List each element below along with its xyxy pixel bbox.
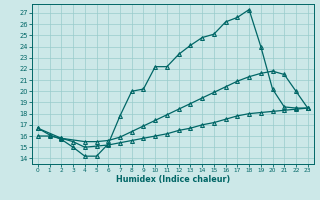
X-axis label: Humidex (Indice chaleur): Humidex (Indice chaleur) bbox=[116, 175, 230, 184]
